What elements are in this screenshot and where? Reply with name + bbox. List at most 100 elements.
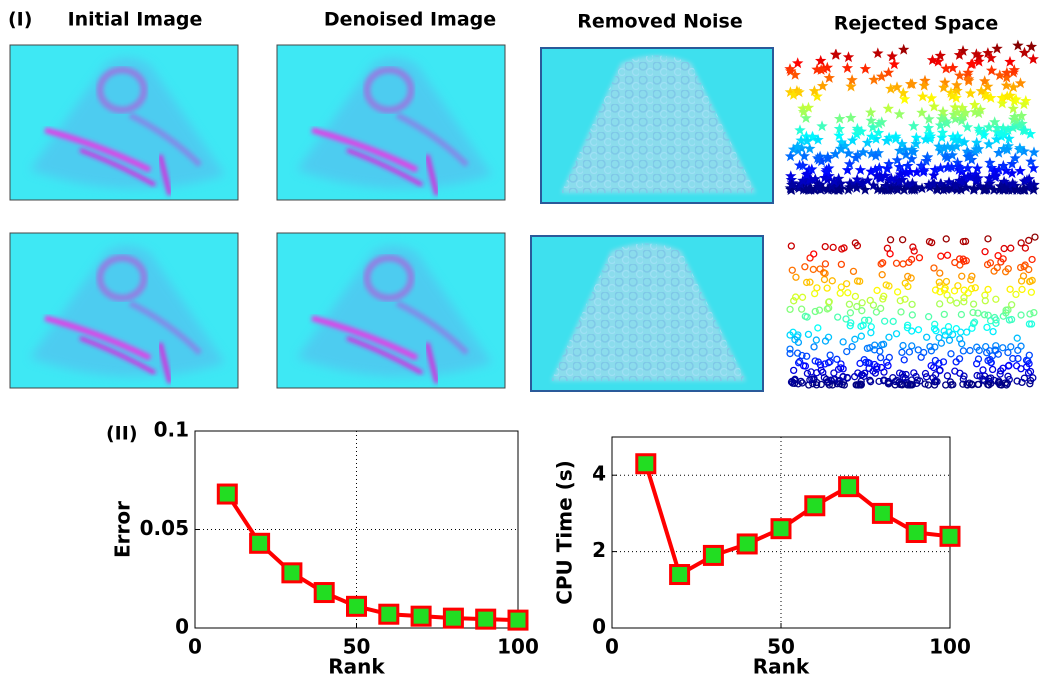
scatter-marker xyxy=(999,344,1007,352)
scatter-marker xyxy=(953,134,966,146)
scatter-marker xyxy=(933,140,945,152)
scatter-marker xyxy=(834,113,846,124)
scatter-marker xyxy=(971,162,984,174)
scatter-marker xyxy=(992,295,1000,303)
scatter-marker xyxy=(937,105,949,117)
scatter-marker xyxy=(994,350,1002,358)
scatter-marker xyxy=(901,295,909,303)
scatter-marker xyxy=(810,250,818,258)
scatter-marker xyxy=(943,176,955,188)
scatter-marker xyxy=(816,120,828,132)
scatter-marker xyxy=(959,347,968,355)
scatter-marker xyxy=(792,144,804,156)
scatter-marker xyxy=(1006,158,1018,169)
scatter-marker xyxy=(815,155,828,167)
scatter-marker xyxy=(937,110,949,121)
scatter-marker xyxy=(946,141,958,153)
scatter-marker xyxy=(817,380,825,389)
x-tick-label: 0 xyxy=(188,635,202,659)
scatter-marker xyxy=(846,309,855,317)
scatter-marker xyxy=(865,359,874,367)
scatter-marker xyxy=(983,260,992,269)
scatter-marker xyxy=(985,64,998,76)
scatter-marker xyxy=(842,183,855,195)
scatter-marker xyxy=(858,299,866,307)
scatter-marker xyxy=(957,328,965,336)
scatter-marker xyxy=(851,173,863,185)
scatter-marker xyxy=(829,243,837,252)
scatter-marker xyxy=(962,66,974,78)
scatter-marker xyxy=(881,162,893,174)
scatter-marker xyxy=(922,373,931,381)
scatter-marker xyxy=(813,284,821,292)
scatter-marker xyxy=(974,103,987,115)
scatter-marker xyxy=(1024,179,1036,191)
scatter-marker xyxy=(874,171,886,183)
scatter-marker xyxy=(931,320,939,328)
scatter-marker xyxy=(892,259,901,267)
column-title: Initial Image xyxy=(68,9,203,31)
scatter-marker xyxy=(892,330,901,338)
scatter-marker xyxy=(985,52,997,63)
scatter-marker xyxy=(790,366,798,375)
scatter-marker xyxy=(790,297,798,305)
scatter-marker xyxy=(877,363,886,372)
scatter-marker xyxy=(910,138,922,149)
scatter-marker xyxy=(956,174,968,186)
scatter-marker xyxy=(821,260,830,268)
scatter-marker xyxy=(954,69,966,81)
scatter-marker xyxy=(811,90,823,102)
scatter-marker xyxy=(973,343,981,351)
scatter-marker xyxy=(958,272,966,280)
scatter-marker xyxy=(812,381,821,389)
scatter-marker xyxy=(876,116,888,127)
scatter-marker xyxy=(923,178,935,190)
scatter-marker xyxy=(934,144,947,156)
scatter-marker xyxy=(1014,165,1026,176)
marker xyxy=(939,525,961,547)
scatter-marker xyxy=(946,90,958,101)
scatter-marker xyxy=(824,379,832,387)
scatter-marker xyxy=(951,84,963,96)
scatter-marker xyxy=(879,259,887,267)
scatter-marker xyxy=(868,73,880,85)
scatter-marker xyxy=(885,379,893,387)
scatter-marker xyxy=(891,381,899,389)
scatter-marker xyxy=(826,351,834,359)
scatter-marker xyxy=(984,380,992,389)
scatter-marker xyxy=(933,377,941,386)
line xyxy=(643,463,951,578)
column-title: Denoised Image xyxy=(324,9,496,31)
scatter-marker xyxy=(992,342,1000,350)
scatter-marker xyxy=(823,284,831,292)
scatter-marker xyxy=(867,121,879,133)
scatter-marker xyxy=(904,272,912,281)
scatter-marker xyxy=(963,380,971,389)
scatter-marker xyxy=(857,371,866,379)
y-tick-label: 0 xyxy=(592,615,606,639)
y-axis-label: CPU Time (s) xyxy=(553,460,577,605)
scatter-marker xyxy=(833,129,845,141)
scatter-marker xyxy=(947,350,955,358)
scatter-marker xyxy=(973,125,986,137)
scatter-marker xyxy=(1005,361,1013,370)
scatter-marker xyxy=(1025,320,1034,328)
scatter-marker xyxy=(974,180,986,192)
scatter-marker xyxy=(1007,81,1020,93)
scatter-marker xyxy=(1027,288,1036,296)
scatter-marker xyxy=(1018,98,1030,110)
scatter-marker xyxy=(829,148,842,159)
scatter-marker xyxy=(883,131,895,143)
scatter-marker xyxy=(1028,146,1040,158)
scatter-marker xyxy=(815,64,827,75)
scatter-marker xyxy=(819,171,831,183)
x-tick-label: 100 xyxy=(929,635,971,659)
scatter-marker xyxy=(785,65,797,77)
scatter-marker xyxy=(943,251,952,259)
scatter-marker xyxy=(993,184,1006,195)
scatter-marker xyxy=(958,136,970,148)
x-axis-label: Rank xyxy=(753,655,810,679)
scatter-marker xyxy=(852,149,864,160)
scatter-marker xyxy=(956,102,968,113)
scatter-marker xyxy=(967,183,980,195)
